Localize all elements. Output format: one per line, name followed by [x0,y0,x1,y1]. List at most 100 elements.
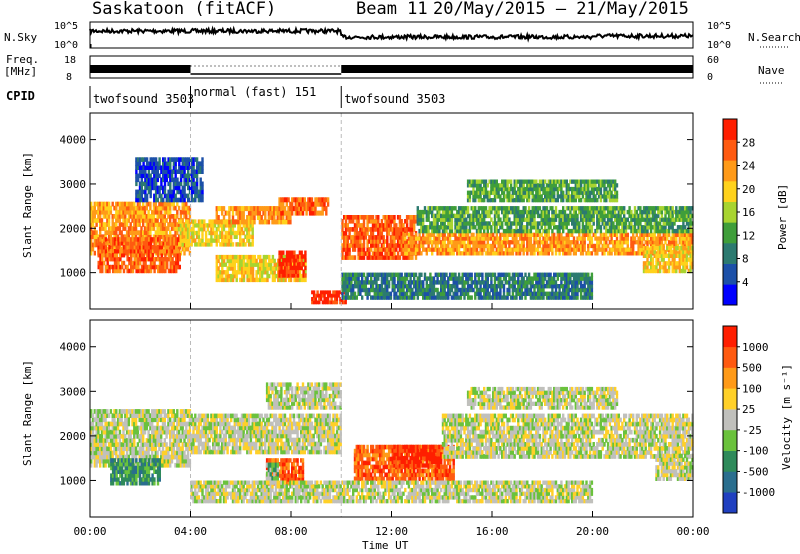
heatmap-cell [422,209,425,215]
heatmap-cell [456,225,459,230]
heatmap-cell [621,236,624,241]
heatmap-cell [615,183,619,188]
heatmap-cell [251,262,255,267]
heatmap-cell [461,232,464,237]
heatmap-cell [355,235,358,240]
cpid-segments: twofsound 3503 normal (fast) 151 twofsound… [89,85,445,108]
heatmap-cell [164,245,167,250]
heatmap-cell [477,183,480,188]
heatmap-cell [344,231,348,236]
heatmap-cell [495,276,498,281]
heatmap-cell [163,222,166,227]
heatmap-cell [312,290,316,295]
heatmap-cell [343,276,346,281]
heatmap-cell [651,236,655,241]
heatmap-cell [535,209,538,215]
heatmap-cell [551,232,554,237]
heatmap-cell [407,215,411,220]
heatmap-cell [513,183,516,188]
heatmap-cell [264,270,267,275]
heatmap-cell [204,223,208,228]
heatmap-cell [511,280,515,285]
heatmap-cell [441,228,445,234]
heatmap-cell [617,225,620,230]
heatmap-cell [147,234,150,240]
heatmap-cell [587,236,590,241]
heatmap-cell [579,251,583,256]
heatmap-cell [563,213,567,219]
heatmap-cell [215,210,218,216]
heatmap-cell [484,291,488,296]
heatmap-cell [284,261,287,267]
heatmap-cell [371,215,375,220]
heatmap-cell [624,217,628,222]
heatmap-cell [359,215,362,220]
heatmap-cell [353,255,357,260]
heatmap-cell [158,234,161,240]
heatmap-cell [470,225,473,230]
heatmap-cell [160,218,163,223]
heatmap-cell [608,240,612,245]
heatmap-cell [610,206,613,211]
heatmap-cell [172,214,175,219]
heatmap-cell [538,198,542,203]
heatmap-cell [610,247,613,252]
heatmap-cell [615,213,619,219]
heatmap-cell [307,206,310,212]
heatmap-cell [492,251,495,256]
heatmap-cell [493,183,497,188]
heatmap-cell [384,223,387,228]
heatmap-cell [366,251,369,256]
heatmap-cell [504,179,507,184]
heatmap-cell [124,222,127,227]
heatmap-cell [104,237,108,242]
heatmap-cell [515,221,518,226]
heatmap-cell [100,242,104,248]
heatmap-cell [466,236,470,241]
heatmap-cell [247,227,251,232]
heatmap-cell [251,238,254,243]
heatmap-cell [456,276,459,281]
heatmap-cell [475,228,479,234]
heatmap-cell [547,179,550,184]
heatmap-cell [377,272,380,277]
heatmap-cell [391,284,394,289]
heatmap-cell [685,240,689,245]
heatmap-cell [166,245,169,250]
heatmap-cell [108,268,111,274]
heatmap-cell [99,218,102,223]
heatmap-cell [475,272,479,277]
heatmap-cell [483,198,486,203]
heatmap-cell [632,225,635,230]
heatmap-cell [130,249,133,254]
heatmap-cell [325,206,328,212]
heatmap-cell [481,295,484,300]
heatmap-cell [106,218,109,223]
heatmap-cell [353,235,357,240]
heatmap-cell [418,228,421,234]
heatmap-cell [535,221,538,226]
heatmap-cell [422,221,425,226]
heatmap-cell [409,287,412,293]
heatmap-cell [669,206,673,211]
heatmap-cell [551,198,554,203]
heatmap-cell [122,226,125,231]
heatmap-cell [454,206,457,211]
heatmap-cell [648,209,651,215]
heatmap-cell [121,252,124,258]
heatmap-cell [456,291,459,296]
heatmap-cell [129,230,132,235]
heatmap-cell [448,225,452,230]
heatmap-cell [529,190,533,195]
heatmap-cell [436,213,439,219]
heatmap-cell [289,210,292,216]
heatmap-cell [249,219,253,225]
heatmap-cell [233,270,237,275]
heatmap-cell [479,287,482,293]
heatmap-cell [393,251,396,256]
heatmap-cell [578,198,581,203]
heatmap-cell [527,280,531,285]
heatmap-cell [434,243,437,249]
heatmap-cell [179,214,183,219]
heatmap-cell [605,225,608,230]
